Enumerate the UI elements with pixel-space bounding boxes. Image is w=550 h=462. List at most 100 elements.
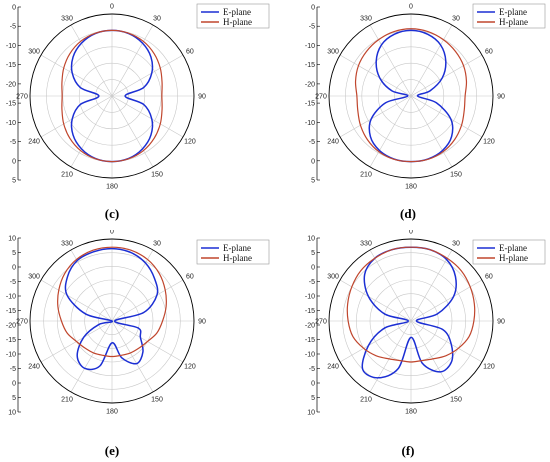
panel-label-f: (f): [401, 443, 415, 458]
grid-spoke: [40, 95, 113, 138]
angle-tick-label: 120: [483, 364, 495, 371]
grid-spoke: [369, 320, 412, 393]
polar-boundary: [328, 238, 494, 404]
grid-spoke: [410, 95, 483, 138]
radial-tick-label: 0: [311, 381, 315, 388]
angle-tick-label: 150: [151, 396, 163, 403]
radial-tick-label: -20: [305, 323, 315, 330]
angle-tick-label: 210: [61, 396, 73, 403]
radial-tick-label: -5: [10, 366, 16, 373]
angle-tick-label: 180: [106, 184, 118, 191]
radial-tick-label: -10: [6, 294, 16, 301]
grid-spoke: [111, 24, 154, 97]
angle-tick-label: 240: [28, 364, 40, 371]
radial-tick-label: -5: [10, 139, 16, 146]
radial-tick-label: 5: [311, 395, 315, 402]
radial-tick-label: -15: [6, 337, 16, 344]
polar-boundary: [328, 13, 494, 179]
grid-spoke: [70, 320, 113, 393]
legend-label: H-plane: [223, 17, 252, 27]
radial-tick-label: 5: [12, 250, 16, 257]
radial-tick-label: 10: [307, 236, 315, 243]
radial-tick-label: 10: [8, 410, 16, 417]
angle-tick-label: 90: [497, 94, 505, 101]
angle-tick-label: 90: [198, 319, 206, 326]
angle-tick-label: 120: [483, 139, 495, 146]
polar-boundary: [29, 13, 195, 179]
grid-spoke: [339, 320, 412, 363]
angle-tick-label: 210: [61, 171, 73, 178]
angle-tick-label: 60: [485, 49, 493, 56]
radial-tick-label: 5: [311, 178, 315, 185]
legend-label: H-plane: [499, 17, 528, 27]
panel-label-d: (d): [400, 206, 416, 221]
radial-tick-label: -10: [305, 294, 315, 301]
angle-tick-label: 300: [28, 274, 40, 281]
angle-tick-label: 180: [405, 409, 417, 416]
polar-boundary: [29, 238, 195, 404]
radial-tick-label: -15: [305, 101, 315, 108]
series-line-h-plane: [57, 246, 167, 358]
legend-box: [196, 239, 270, 265]
angle-tick-label: 300: [327, 49, 339, 56]
angle-tick-label: 60: [186, 49, 194, 56]
radial-tick-label: 10: [307, 410, 315, 417]
angle-tick-label: 330: [61, 241, 73, 248]
angle-tick-label: 30: [153, 16, 161, 23]
angle-tick-label: 150: [151, 171, 163, 178]
series-line-h-plane: [354, 28, 468, 163]
angle-tick-label: 30: [452, 241, 460, 248]
grid-spoke: [339, 279, 412, 322]
grid-spoke: [410, 54, 483, 97]
radial-tick-label: -15: [305, 337, 315, 344]
radial-tick-label: 0: [12, 158, 16, 165]
grid-spoke: [339, 95, 412, 138]
grid-spoke: [410, 24, 453, 97]
radial-tick-label: 5: [311, 250, 315, 257]
grid-spoke: [70, 95, 113, 168]
grid-spoke: [410, 320, 453, 393]
radial-tick-label: -10: [6, 120, 16, 127]
radial-tick-label: -5: [10, 24, 16, 31]
radial-tick-label: 5: [12, 178, 16, 185]
legend-box: [472, 3, 546, 29]
radial-tick-label: -20: [6, 323, 16, 330]
radial-tick-label: 0: [12, 5, 16, 12]
angle-tick-label: 60: [186, 274, 194, 281]
grid-spoke: [111, 279, 184, 322]
angle-tick-label: 0: [110, 4, 114, 11]
radial-tick-label: -15: [6, 101, 16, 108]
series-line-e-plane: [64, 247, 159, 371]
legend-box: [196, 3, 270, 29]
legend-label: H-plane: [499, 253, 528, 263]
legend-label: E-plane: [499, 243, 527, 253]
radial-tick-label: 10: [8, 236, 16, 243]
polar-chart-f: 0 30 60 90 120 150 180 210 240 270 300 330 10 5 0 -5 -10…: [305, 230, 546, 417]
angle-tick-label: 240: [327, 139, 339, 146]
grid-spoke: [410, 320, 483, 363]
radial-tick-label: -15: [305, 62, 315, 69]
grid-spoke: [111, 249, 154, 322]
radial-tick-label: 0: [311, 158, 315, 165]
polar-chart-c: 0 30 60 90 120 150 180 210 240 270 300 330 0 -5 -10 -15…: [6, 3, 270, 191]
radial-tick-label: -5: [309, 279, 315, 286]
radial-tick-label: -5: [309, 366, 315, 373]
series-line-h-plane: [346, 246, 476, 363]
angle-tick-label: 120: [184, 364, 196, 371]
angle-tick-label: 60: [485, 274, 493, 281]
legend-label: H-plane: [223, 253, 252, 263]
radial-tick-label: -10: [6, 43, 16, 50]
grid-spoke: [410, 95, 453, 168]
radial-tick-label: -5: [309, 139, 315, 146]
angle-tick-label: 330: [61, 16, 73, 23]
radial-tick-label: -5: [10, 279, 16, 286]
angle-tick-label: 0: [409, 4, 413, 11]
angle-tick-label: 300: [28, 49, 40, 56]
grid-spoke: [111, 95, 184, 138]
angle-tick-label: 90: [497, 319, 505, 326]
radial-tick-label: -15: [305, 308, 315, 315]
grid-spoke: [40, 54, 113, 97]
radial-tick-label: 0: [12, 265, 16, 272]
angle-tick-label: 300: [327, 274, 339, 281]
